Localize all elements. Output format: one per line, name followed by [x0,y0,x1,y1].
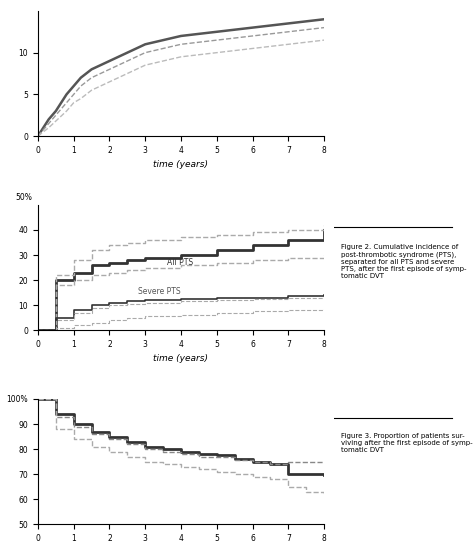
X-axis label: time (years): time (years) [154,161,209,169]
Text: 50%: 50% [15,193,32,203]
Text: Figure 3. Proportion of patients sur-
viving after the first episode of symp-
to: Figure 3. Proportion of patients sur- vi… [341,433,473,453]
Text: Severe PTS: Severe PTS [138,287,181,296]
Text: Figure 2. Cumulative incidence of
post-thrombotic syndrome (PTS),
separated for : Figure 2. Cumulative incidence of post-t… [341,244,466,278]
Text: All PTS: All PTS [167,258,193,267]
X-axis label: time (years): time (years) [154,354,209,364]
